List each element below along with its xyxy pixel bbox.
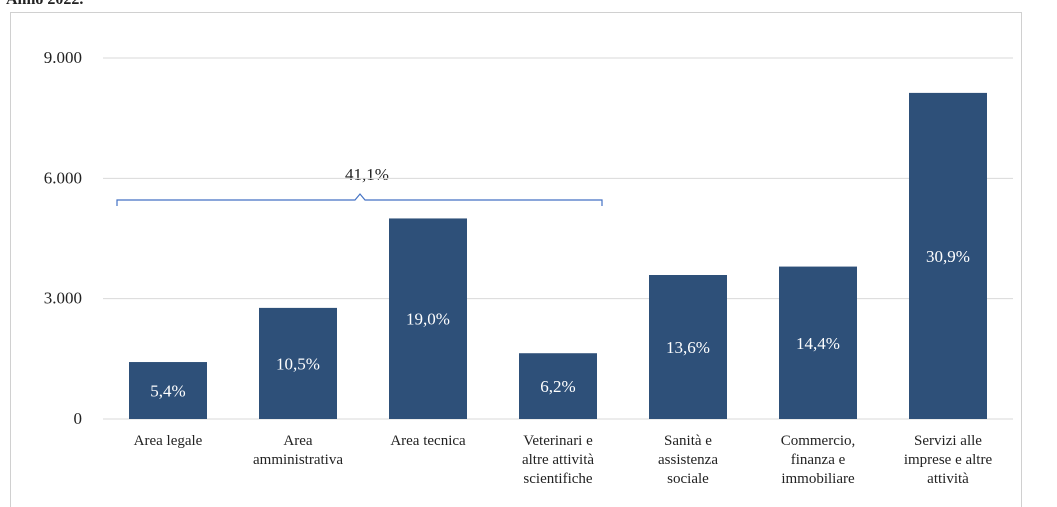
- group-annotation: 41,1%: [345, 165, 389, 184]
- x-tick-label: Servizi alle: [914, 433, 982, 449]
- x-tick-label: imprese e altre: [904, 452, 993, 468]
- bar-label: 14,4%: [796, 334, 840, 353]
- bar-label: 30,9%: [926, 247, 970, 266]
- x-tick-label: Area tecnica: [390, 433, 466, 449]
- x-tick-label: Commercio,: [781, 433, 856, 449]
- x-tick-label: Veterinari e: [523, 433, 593, 449]
- x-tick-label: sociale: [667, 471, 709, 487]
- x-tick-label: finanza e: [791, 452, 846, 468]
- x-tick-label: assistenza: [658, 452, 718, 468]
- x-tick-label: Sanità e: [664, 433, 712, 449]
- bar: [129, 362, 207, 419]
- bar: [649, 275, 727, 419]
- x-tick-label: Area: [283, 433, 312, 449]
- x-tick-label: immobiliare: [781, 471, 855, 487]
- x-tick-label: altre attività: [522, 452, 594, 468]
- bar: [519, 353, 597, 419]
- bar-label: 5,4%: [150, 382, 185, 401]
- x-tick-label: attività: [927, 471, 969, 487]
- y-tick-label: 3.000: [44, 289, 82, 308]
- group-bracket: [116, 193, 603, 206]
- chart-title: Anno 2022.: [6, 0, 83, 8]
- bar: [259, 307, 337, 419]
- bar-label: 10,5%: [276, 354, 320, 373]
- bar-label: 6,2%: [540, 377, 575, 396]
- x-tick-label: amministrativa: [253, 452, 343, 468]
- bar: [909, 92, 987, 419]
- bar: [779, 266, 857, 419]
- y-tick-label: 9.000: [44, 48, 82, 67]
- bar: [389, 218, 467, 419]
- x-tick-label: scientifiche: [523, 471, 592, 487]
- y-tick-label: 6.000: [44, 168, 82, 187]
- x-tick-label: Area legale: [134, 433, 203, 449]
- chart-border: [10, 12, 1022, 507]
- y-tick-label: 0: [74, 409, 83, 428]
- bar-label: 19,0%: [406, 310, 450, 329]
- bar-label: 13,6%: [666, 338, 710, 357]
